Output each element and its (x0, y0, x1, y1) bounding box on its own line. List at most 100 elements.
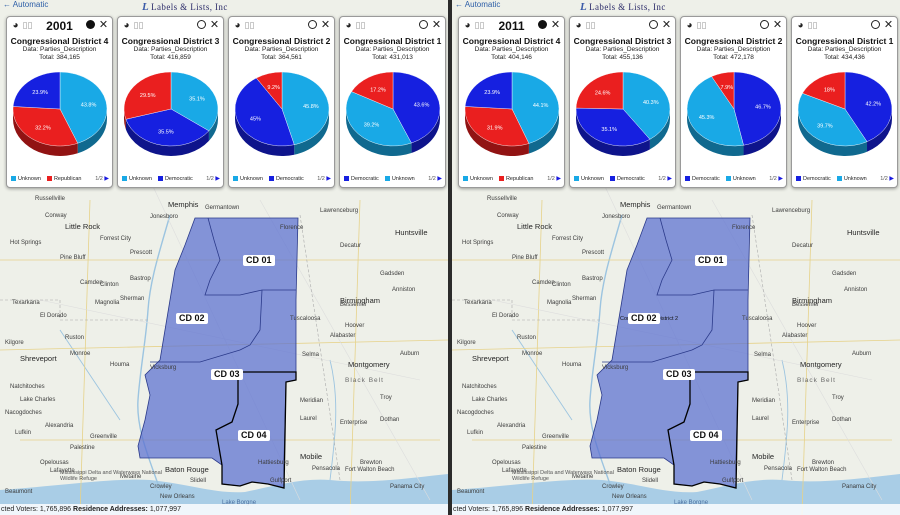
legend-pager[interactable]: 1/2 ▶ (95, 176, 109, 182)
district-chart-card[interactable]: ◕ ▯▯ 2011 ✕ Congressional District 4 Data: Pa… (458, 16, 565, 188)
select-circle-icon[interactable] (870, 20, 881, 31)
pie-chart[interactable]: 46.7% 45.3% 7.9% (681, 65, 787, 171)
district-4-outline[interactable] (215, 371, 297, 489)
pie-slice-republican[interactable] (464, 106, 530, 147)
pie-slice-unknown[interactable] (170, 71, 219, 132)
district-chart-card[interactable]: ◕ ▯▯ ✕ Congressional District 1 Data: Partie… (791, 16, 898, 188)
pie-chart-icon[interactable]: ◕ (234, 20, 241, 31)
pie-chart-icon[interactable]: ◕ (345, 20, 352, 31)
select-circle-icon[interactable] (307, 20, 318, 31)
district-4-outline[interactable] (667, 371, 749, 489)
close-icon[interactable]: ✕ (98, 19, 109, 31)
pie-chart-icon[interactable]: ◕ (686, 20, 693, 31)
selected-dot-icon[interactable] (537, 20, 548, 31)
district-chart-card[interactable]: ◕ ▯▯ ✕ Congressional District 3 Data: Partie… (569, 16, 676, 188)
district-chart-card[interactable]: ◕ ▯▯ 2001 ✕ Congressional District 4 Data: Pa… (6, 16, 113, 188)
map-pane-2011[interactable]: ← Automatic L Labels & Lists, Inc ◕ ▯▯ 2011 ✕ C… (452, 0, 900, 515)
auto-toggle[interactable]: ← Automatic (3, 0, 49, 9)
district-label[interactable]: CD 03 (211, 369, 243, 380)
next-arrow-icon[interactable]: ▶ (556, 176, 561, 182)
pie-chart[interactable]: 42.2% 39.7% 18% (792, 65, 898, 171)
district-label[interactable]: CD 03 (663, 369, 695, 380)
pie-slice-unknown[interactable] (345, 91, 412, 147)
legend-pager[interactable]: 1/2 ▶ (658, 176, 672, 182)
pie-slice-unknown[interactable] (686, 76, 744, 147)
pie-slice-republican[interactable] (802, 71, 846, 110)
legend-pager[interactable]: 1/2 ▶ (547, 176, 561, 182)
pie-slice-unknown[interactable] (281, 71, 330, 145)
district-chart-card[interactable]: ◕ ▯▯ ✕ Congressional District 3 Data: Partie… (117, 16, 224, 188)
pie-chart-icon[interactable]: ◕ (123, 20, 130, 31)
pie-slice-democratic[interactable] (125, 108, 210, 147)
select-circle-icon[interactable] (418, 20, 429, 31)
bar-chart-icon[interactable]: ▯▯ (133, 20, 144, 30)
legend-pager[interactable]: 1/2 ▶ (428, 176, 442, 182)
pie-slice-republican[interactable] (351, 71, 394, 110)
auto-toggle[interactable]: ← Automatic (455, 0, 501, 9)
pie-chart[interactable]: 40.3% 35.1% 24.6% (570, 65, 676, 171)
next-arrow-icon[interactable]: ▶ (778, 176, 783, 182)
pie-slice-democratic[interactable] (234, 77, 295, 147)
pie-chart[interactable]: 43.8% 32.2% 23.9% (7, 65, 113, 171)
district-label[interactable]: CD 04 (690, 430, 722, 441)
close-icon[interactable]: ✕ (320, 19, 331, 31)
pie-slice-republican[interactable] (123, 71, 172, 120)
pie-chart-icon[interactable]: ◕ (797, 20, 804, 31)
pie-chart[interactable]: 35.1% 35.5% 29.5% (118, 65, 224, 171)
mississippi-districts[interactable] (589, 217, 751, 489)
select-circle-icon[interactable] (648, 20, 659, 31)
bar-chart-icon[interactable]: ▯▯ (355, 20, 366, 30)
pie-slice-democratic[interactable] (733, 71, 782, 146)
bar-chart-icon[interactable]: ▯▯ (474, 20, 485, 30)
next-arrow-icon[interactable]: ▶ (667, 176, 672, 182)
close-icon[interactable]: ✕ (209, 19, 220, 31)
district-label[interactable]: CD 01 (695, 255, 727, 266)
district-chart-card[interactable]: ◕ ▯▯ ✕ Congressional District 2 Data: Partie… (680, 16, 787, 188)
mississippi-districts[interactable] (137, 217, 299, 489)
bar-chart-icon[interactable]: ▯▯ (807, 20, 818, 30)
pie-slice-unknown[interactable] (797, 93, 868, 147)
district-chart-card[interactable]: ◕ ▯▯ ✕ Congressional District 2 Data: Partie… (228, 16, 335, 188)
pie-chart[interactable]: 43.6% 39.2% 17.2% (340, 65, 446, 171)
pane-divider[interactable] (448, 0, 452, 515)
pie-slice-republican[interactable] (12, 106, 79, 147)
selected-dot-icon[interactable] (85, 20, 96, 31)
pie-slice-unknown[interactable] (511, 71, 560, 144)
pie-slice-unknown[interactable] (622, 71, 671, 140)
bar-chart-icon[interactable]: ▯▯ (696, 20, 707, 30)
district-chart-card[interactable]: ◕ ▯▯ ✕ Congressional District 1 Data: Partie… (339, 16, 446, 188)
legend-pager[interactable]: 1/2 ▶ (880, 176, 894, 182)
pie-chart-icon[interactable]: ◕ (575, 20, 582, 31)
district-label[interactable]: CD 02 (628, 313, 660, 324)
district-label[interactable]: CD 04 (238, 430, 270, 441)
pie-slice-democratic[interactable] (392, 71, 441, 144)
district-label[interactable]: CD 02 (176, 313, 208, 324)
pie-slice-republican[interactable] (575, 71, 624, 110)
close-icon[interactable]: ✕ (550, 19, 561, 31)
next-arrow-icon[interactable]: ▶ (104, 176, 109, 182)
select-circle-icon[interactable] (196, 20, 207, 31)
pie-slice-republican[interactable] (256, 71, 283, 110)
pie-chart-icon[interactable]: ◕ (12, 20, 19, 31)
district-label[interactable]: CD 01 (243, 255, 275, 266)
close-icon[interactable]: ✕ (883, 19, 894, 31)
close-icon[interactable]: ✕ (772, 19, 783, 31)
next-arrow-icon[interactable]: ▶ (326, 176, 331, 182)
bar-chart-icon[interactable]: ▯▯ (22, 20, 33, 30)
map-pane-2001[interactable]: ← Automatic L Labels & Lists, Inc ◕ ▯▯ 2001 ✕ C… (0, 0, 448, 515)
pie-slice-republican[interactable] (711, 71, 735, 110)
close-icon[interactable]: ✕ (431, 19, 442, 31)
select-circle-icon[interactable] (759, 20, 770, 31)
pie-slice-democratic[interactable] (12, 71, 61, 110)
bar-chart-icon[interactable]: ▯▯ (244, 20, 255, 30)
pie-slice-democratic[interactable] (575, 107, 651, 147)
legend-pager[interactable]: 1/2 ▶ (317, 176, 331, 182)
pie-chart[interactable]: 44.1% 31.9% 23.9% (459, 65, 565, 171)
bar-chart-icon[interactable]: ▯▯ (585, 20, 596, 30)
pie-chart-icon[interactable]: ◕ (464, 20, 471, 31)
close-icon[interactable]: ✕ (661, 19, 672, 31)
pie-chart[interactable]: 45.8% 45% 9.2% (229, 65, 335, 171)
pie-slice-democratic[interactable] (844, 71, 893, 142)
legend-pager[interactable]: 1/2 ▶ (769, 176, 783, 182)
pie-slice-democratic[interactable] (464, 71, 513, 110)
